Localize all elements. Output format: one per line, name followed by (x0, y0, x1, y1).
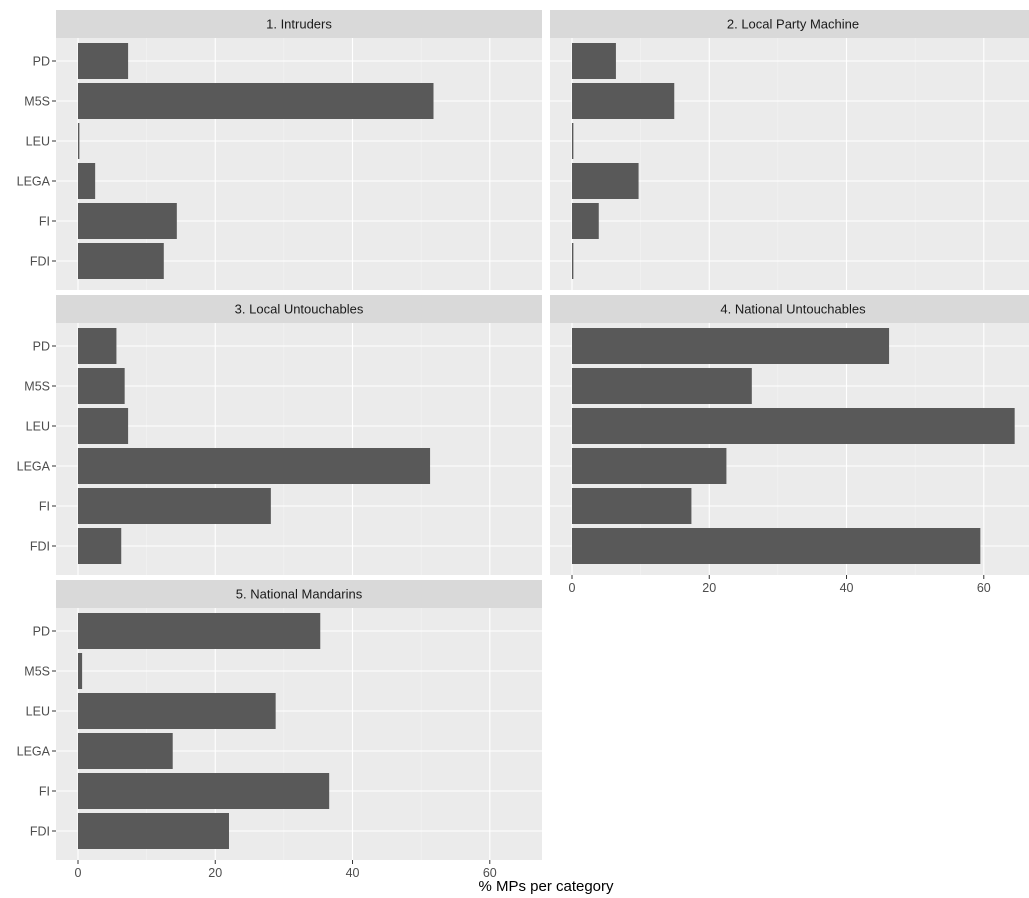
panel-5-title: 5. National Mandarins (236, 587, 363, 602)
bar-fi (572, 203, 599, 239)
bar-lega (572, 448, 727, 484)
bar-fdi (78, 813, 229, 849)
y-tick-label-leu: LEU (26, 420, 50, 434)
y-tick-label-lega: LEGA (17, 175, 51, 189)
y-tick-label-fi: FI (39, 785, 50, 799)
x-tick-label: 40 (346, 866, 360, 880)
y-tick-label-fdi: FDI (30, 540, 50, 554)
bar-m5s (78, 653, 83, 689)
bar-leu (78, 123, 80, 159)
bar-pd (78, 613, 321, 649)
y-tick-label-m5s: M5S (24, 665, 50, 679)
bar-leu (572, 408, 1015, 444)
y-tick-label-leu: LEU (26, 135, 50, 149)
panel-5: 5. National Mandarins PD M5S LEU LEGA FI FDI 0 2… (17, 580, 542, 880)
bar-leu (78, 408, 129, 444)
y-tick-label-pd: PD (33, 625, 50, 639)
panel-4: 4. National Untouchables 0 20 40 60 (550, 295, 1029, 595)
y-tick-label-fdi: FDI (30, 825, 50, 839)
x-tick-label: 0 (569, 581, 576, 595)
bar-pd (78, 328, 117, 364)
panel-3-strip (56, 295, 542, 323)
bar-pd (572, 43, 616, 79)
bar-m5s (78, 368, 125, 404)
bar-pd (78, 43, 129, 79)
x-tick-label: 20 (702, 581, 716, 595)
bar-m5s (572, 83, 675, 119)
bar-lega (78, 163, 96, 199)
y-tick-label-pd: PD (33, 55, 50, 69)
bar-fi (78, 203, 177, 239)
panel-2-title: 2. Local Party Machine (727, 17, 859, 32)
bar-fi (572, 488, 692, 524)
panel-4-strip (550, 295, 1029, 323)
panel-1: 1. Intruders PD M5S LEU LEGA FI FDI (17, 10, 542, 290)
panel-1-title: 1. Intruders (266, 17, 332, 32)
bar-leu (78, 693, 276, 729)
bar-fdi (78, 243, 164, 279)
y-tick-label-fi: FI (39, 215, 50, 229)
x-tick-label: 20 (208, 866, 222, 880)
panel-4-title: 4. National Untouchables (720, 302, 866, 317)
y-tick-label-lega: LEGA (17, 745, 51, 759)
bar-fi (78, 773, 330, 809)
x-tick-label: 60 (977, 581, 991, 595)
bar-fi (78, 488, 271, 524)
bar-leu (572, 123, 574, 159)
panel-2: 2. Local Party Machine (550, 10, 1029, 290)
bar-fdi (572, 243, 574, 279)
bar-lega (572, 163, 639, 199)
panel-3-title: 3. Local Untouchables (235, 302, 364, 317)
x-axis-title: % MPs per category (478, 878, 614, 895)
x-tick-label: 0 (75, 866, 82, 880)
y-tick-label-fdi: FDI (30, 255, 50, 269)
x-tick-label: 40 (840, 581, 854, 595)
bar-m5s (78, 83, 434, 119)
y-tick-label-m5s: M5S (24, 380, 50, 394)
y-tick-label-m5s: M5S (24, 95, 50, 109)
bar-pd (572, 328, 890, 364)
panel-2-strip (550, 10, 1029, 38)
panel-5-strip (56, 580, 542, 608)
panel-1-strip (56, 10, 542, 38)
bar-fdi (78, 528, 122, 564)
panel-3: 3. Local Untouchables PD M5S LEU LEGA FI FDI (17, 295, 542, 575)
y-tick-label-leu: LEU (26, 705, 50, 719)
y-tick-label-fi: FI (39, 500, 50, 514)
y-tick-label-pd: PD (33, 340, 50, 354)
bar-fdi (572, 528, 981, 564)
y-tick-label-lega: LEGA (17, 460, 51, 474)
x-tick-label: 60 (483, 866, 497, 880)
bar-m5s (572, 368, 752, 404)
bar-lega (78, 448, 431, 484)
bar-lega (78, 733, 173, 769)
